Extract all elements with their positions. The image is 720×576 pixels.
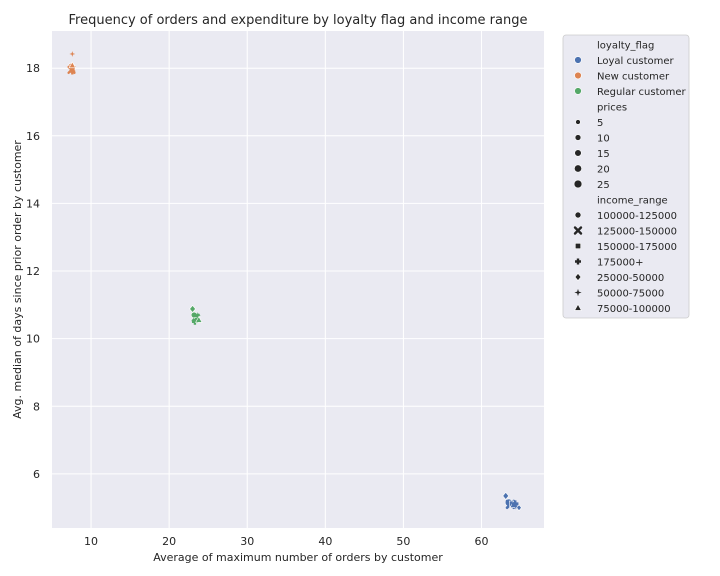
- legend-marker: [574, 288, 582, 297]
- legend-marker: [574, 56, 582, 64]
- y-tick-label: 14: [26, 197, 40, 210]
- legend-marker: [574, 211, 582, 219]
- legend-label: 125000-150000: [597, 227, 677, 238]
- legend-label: 150000-175000: [597, 242, 677, 253]
- legend-label: 25: [597, 180, 610, 191]
- x-tick-label: 30: [240, 535, 254, 548]
- x-tick-label: 10: [84, 535, 98, 548]
- data-point: [502, 491, 510, 500]
- legend-title: income_range: [597, 196, 668, 207]
- legend-label: 100000-125000: [597, 211, 677, 222]
- legend-marker: [574, 303, 582, 311]
- legend-marker: [574, 149, 582, 157]
- y-tick-label: 16: [26, 130, 40, 143]
- data-point: [69, 51, 76, 57]
- legend-label: 50000-75000: [597, 289, 664, 300]
- legend-label: 5: [597, 118, 603, 129]
- data-point: [68, 61, 77, 69]
- legend-label: 15: [597, 149, 610, 160]
- legend-marker: [573, 226, 583, 235]
- legend-label: 25000-50000: [597, 273, 664, 284]
- legend-marker: [574, 243, 581, 250]
- series-regular-customer: [189, 304, 203, 325]
- legend-label: 175000+: [597, 258, 644, 269]
- legend-marker: [574, 134, 582, 141]
- y-tick-label: 6: [33, 468, 40, 481]
- x-tick-label: 60: [475, 535, 489, 548]
- legend-label: New customer: [597, 72, 670, 83]
- y-tick-label: 10: [26, 333, 40, 346]
- data-point: [193, 312, 201, 320]
- legend-marker: [573, 179, 583, 189]
- data-point: [69, 68, 76, 75]
- legend-box: [562, 34, 690, 319]
- legend-title: prices: [597, 103, 627, 114]
- y-tick-label: 12: [26, 265, 40, 278]
- data-point: [195, 315, 203, 323]
- legend-marker: [574, 71, 582, 80]
- legend-label: Loyal customer: [597, 56, 674, 67]
- y-tick-label: 8: [33, 400, 40, 413]
- y-tick-label: 18: [26, 62, 40, 75]
- data-point: [516, 504, 522, 512]
- series-loyal-customer: [502, 491, 522, 512]
- chart-title: Frequency of orders and expenditure by l…: [69, 13, 528, 28]
- y-axis-label: Avg. median of days since prior order by…: [11, 140, 24, 419]
- legend-label: Regular customer: [597, 87, 687, 98]
- legend-label: 10: [597, 134, 610, 145]
- plot-area: [52, 31, 544, 528]
- legend-marker: [575, 119, 581, 125]
- x-tick-label: 50: [396, 535, 410, 548]
- legend-label: 75000-100000: [597, 304, 671, 315]
- legend-title: loyalty_flag: [597, 41, 654, 52]
- legend-marker: [574, 272, 582, 282]
- legend: loyalty_flag Loyal customer New customer Re…: [562, 34, 690, 319]
- legend-marker: [574, 87, 582, 95]
- series-new-customer: [67, 51, 77, 75]
- x-axis-label: Average of maximum number of orders by c…: [153, 551, 443, 564]
- legend-marker: [574, 164, 582, 173]
- legend-marker: [575, 258, 581, 265]
- legend-label: 20: [597, 165, 610, 176]
- x-tick-label: 40: [318, 535, 332, 548]
- x-tick-label: 20: [162, 535, 176, 548]
- data-point: [512, 502, 520, 510]
